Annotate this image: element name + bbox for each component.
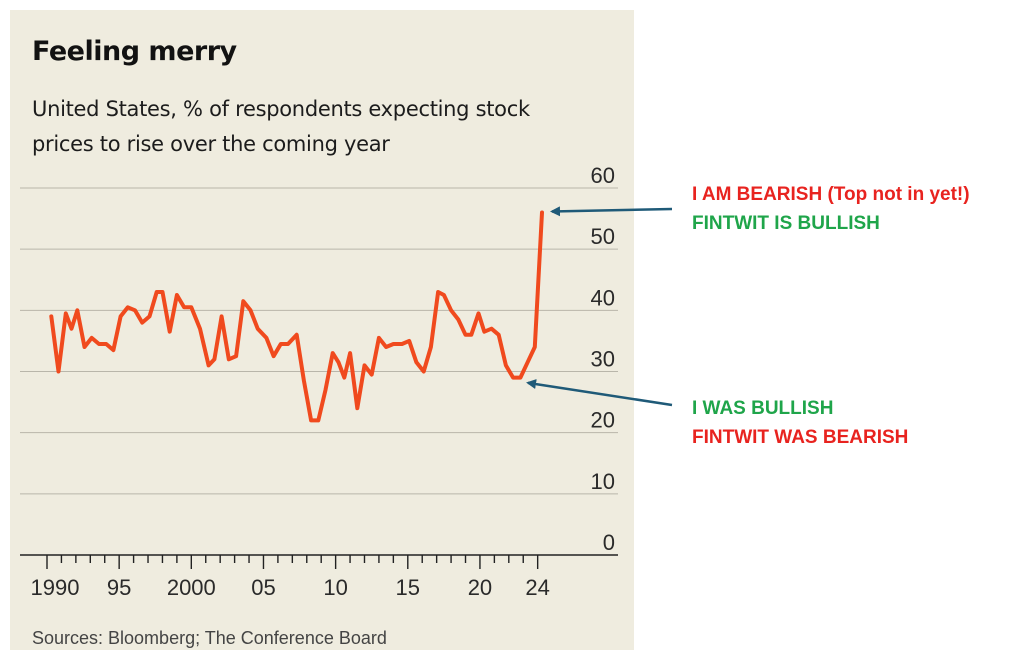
arrow-bottom bbox=[528, 383, 672, 405]
y-tick-label: 50 bbox=[591, 224, 615, 249]
x-tick-label: 20 bbox=[468, 575, 492, 600]
annotation-bottom: I WAS BULLISH FINTWIT WAS BEARISH bbox=[692, 394, 908, 452]
x-tick-label: 15 bbox=[396, 575, 420, 600]
y-tick-label: 40 bbox=[591, 285, 615, 310]
x-tick-label: 05 bbox=[251, 575, 275, 600]
arrow-top bbox=[552, 209, 672, 211]
series-layer bbox=[51, 213, 542, 421]
annotation-top-line2: FINTWIT IS BULLISH bbox=[692, 209, 970, 238]
y-tick-label: 30 bbox=[591, 347, 615, 372]
series-line bbox=[51, 213, 542, 421]
x-tick-label: 10 bbox=[323, 575, 347, 600]
y-tick-label: 20 bbox=[591, 408, 615, 433]
x-tick-label: 24 bbox=[525, 575, 549, 600]
y-tick-label: 0 bbox=[603, 530, 615, 555]
x-axis: 1990 95 2000 05 10 15 20 24 bbox=[20, 555, 618, 600]
x-tick-label: 1990 bbox=[31, 575, 80, 600]
x-tick-label: 2000 bbox=[167, 575, 216, 600]
annotation-top-line1: I AM BEARISH (Top not in yet!) bbox=[692, 180, 970, 209]
gridlines bbox=[20, 188, 618, 494]
y-tick-label: 10 bbox=[591, 469, 615, 494]
annotation-top: I AM BEARISH (Top not in yet!) FINTWIT I… bbox=[692, 180, 970, 238]
annotation-bottom-line2: FINTWIT WAS BEARISH bbox=[692, 423, 908, 452]
x-tick-label: 95 bbox=[107, 575, 131, 600]
y-axis-ticks: 0 10 20 30 40 50 60 bbox=[591, 163, 615, 555]
y-tick-label: 60 bbox=[591, 163, 615, 188]
annotation-bottom-line1: I WAS BULLISH bbox=[692, 394, 908, 423]
